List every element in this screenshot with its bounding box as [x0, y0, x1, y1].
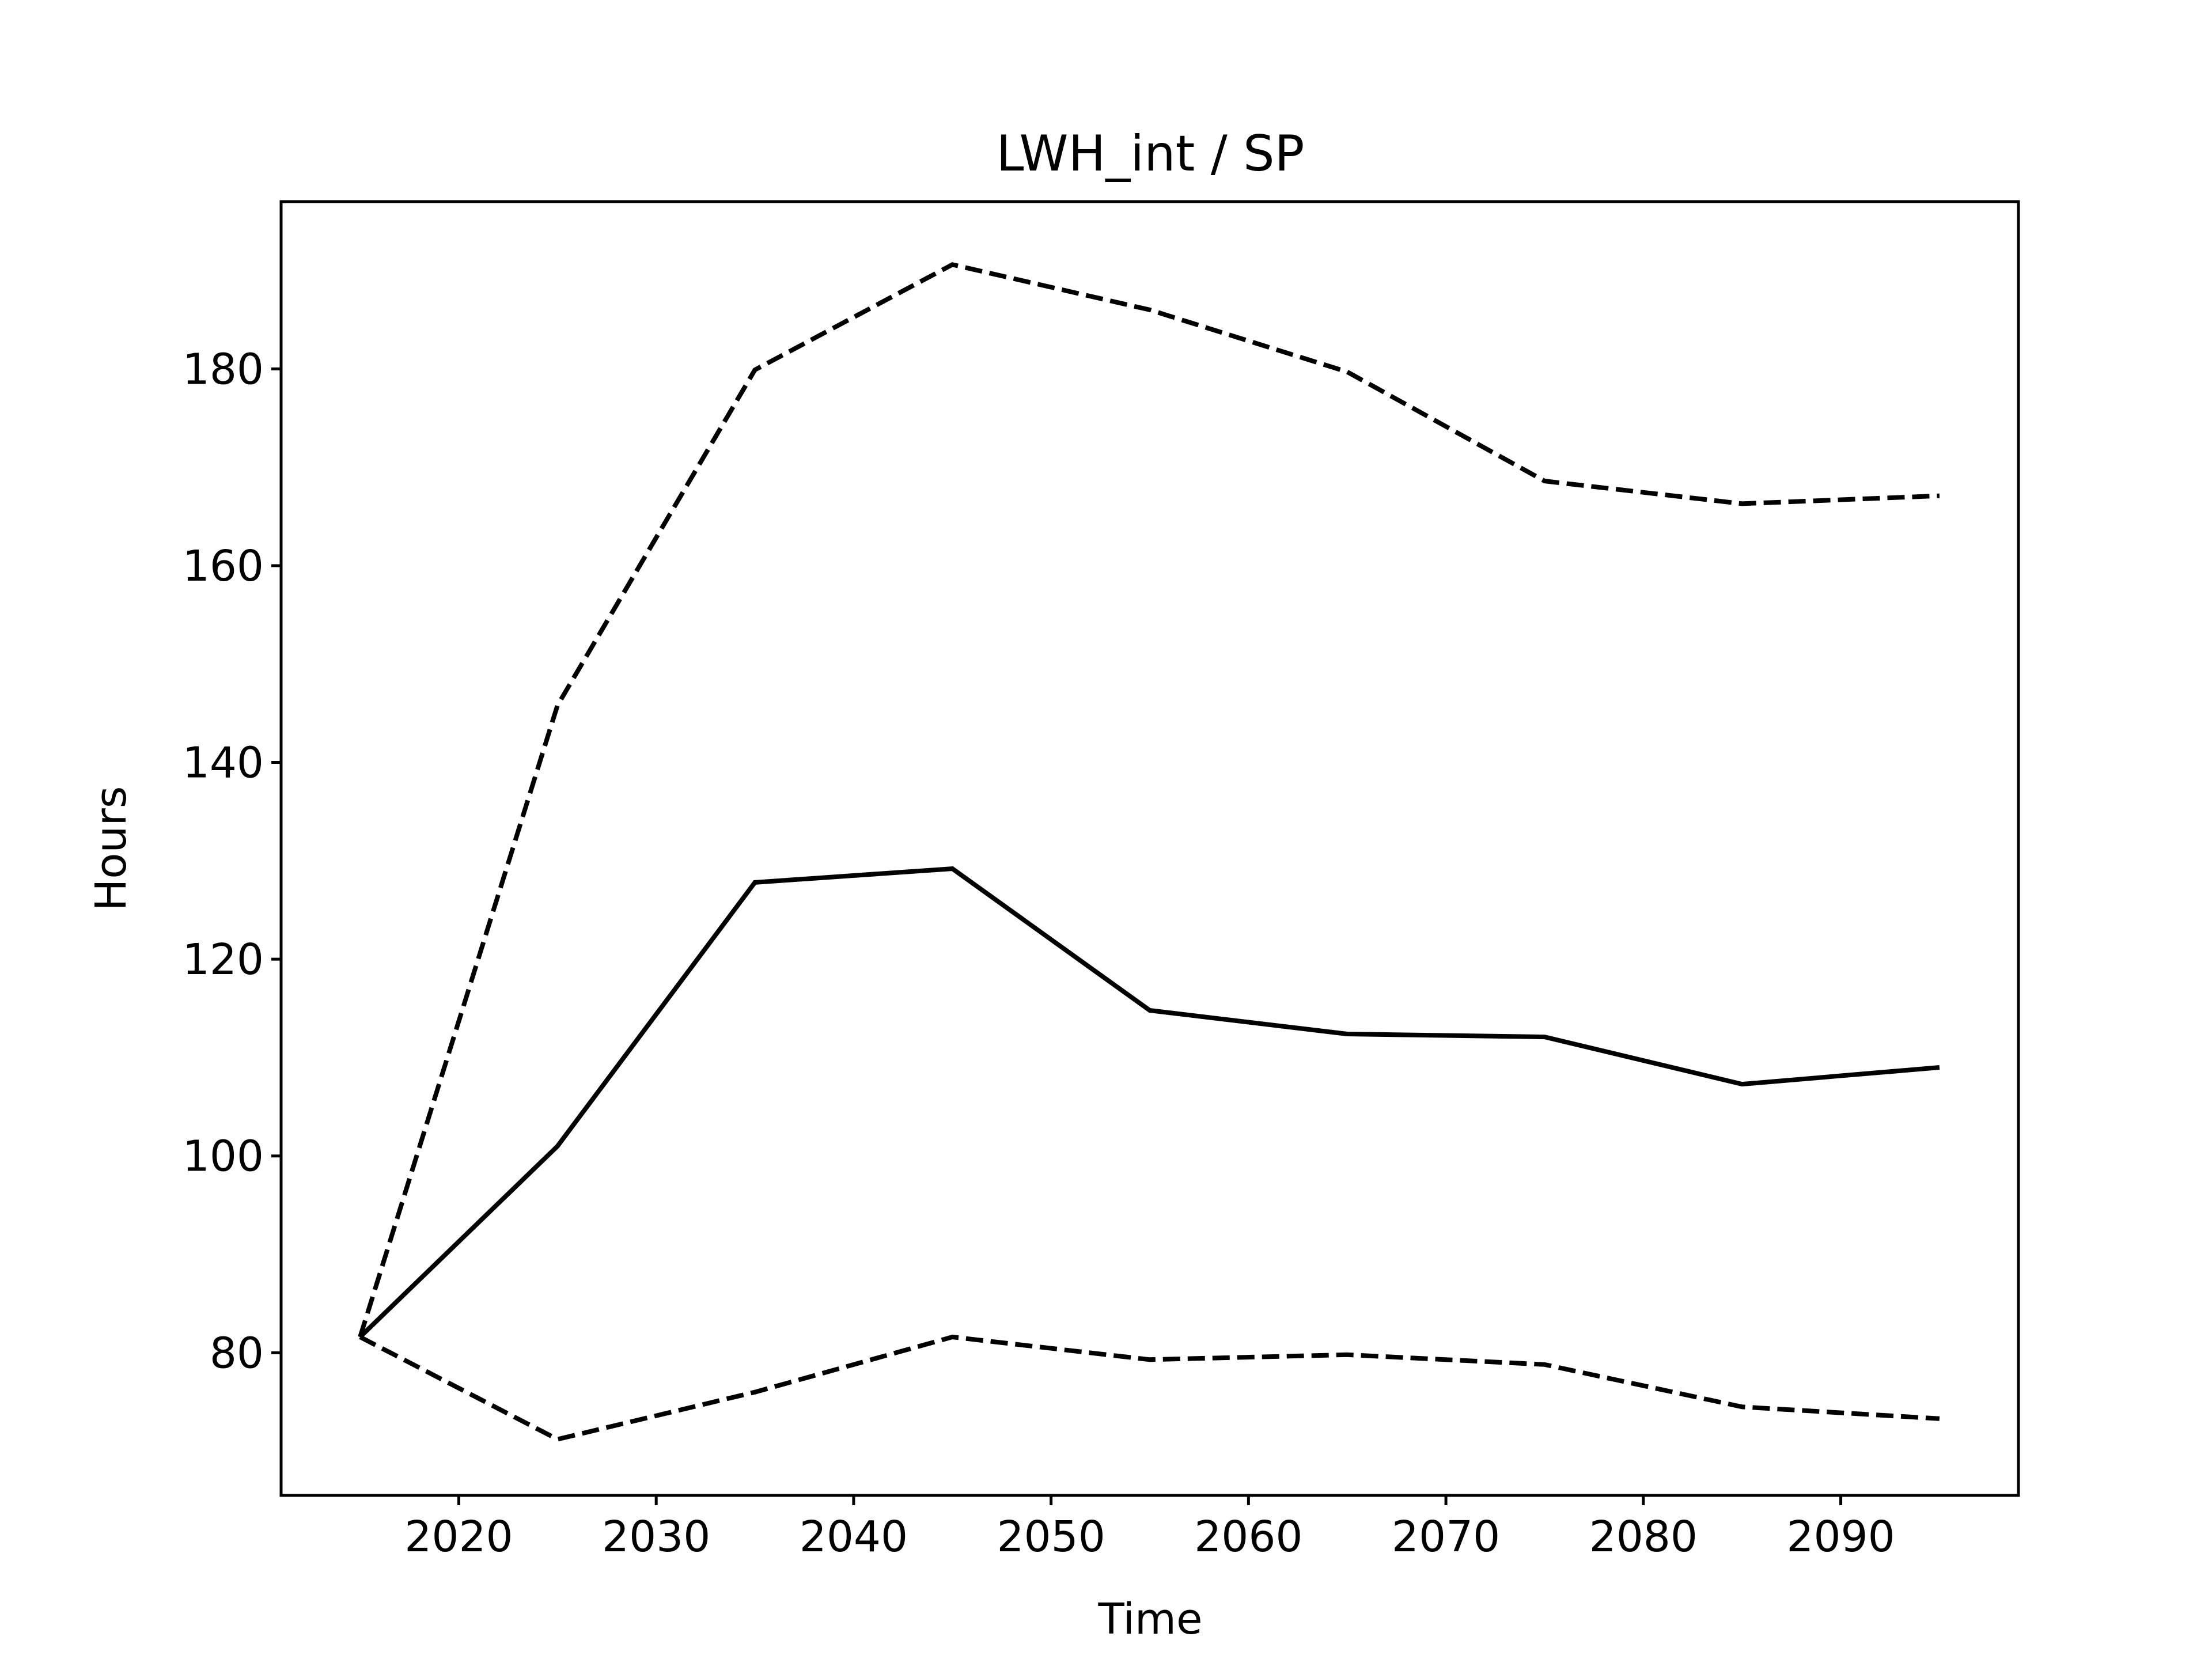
- x-axis-label: Time: [1097, 1594, 1202, 1644]
- plot-area: [279, 200, 2020, 1497]
- x-tick-label: 2020: [404, 1512, 513, 1562]
- y-tick-label: 120: [183, 935, 264, 984]
- series-line-solid: [358, 866, 1940, 1339]
- y-tick-label: 140: [183, 738, 264, 788]
- x-tick-label: 2040: [800, 1512, 908, 1562]
- series-layer: [358, 262, 1940, 1442]
- y-tick-label: 80: [210, 1328, 264, 1378]
- x-tick-label: 2080: [1589, 1512, 1698, 1562]
- series-line-dashed-lower: [359, 1334, 1940, 1442]
- plot-frame: [279, 200, 2020, 1497]
- x-tick-label: 2090: [1786, 1512, 1895, 1562]
- x-tick-label: 2050: [997, 1512, 1105, 1562]
- y-tick-label: 100: [183, 1132, 264, 1181]
- x-axis: 2020 2030 2040 2050 2060 2070 2080 2090: [404, 1495, 1895, 1562]
- chart-title: LWH_int / SP: [997, 125, 1305, 183]
- y-axis: 80 100 120 140 160 180: [183, 344, 281, 1378]
- y-axis-label: Hours: [86, 786, 136, 911]
- y-tick-label: 180: [183, 344, 264, 394]
- x-tick-label: 2060: [1194, 1512, 1302, 1562]
- series-line-dashed-upper: [358, 262, 1940, 1338]
- x-tick-label: 2070: [1392, 1512, 1500, 1562]
- y-tick-label: 160: [183, 541, 264, 591]
- x-tick-label: 2030: [602, 1512, 710, 1562]
